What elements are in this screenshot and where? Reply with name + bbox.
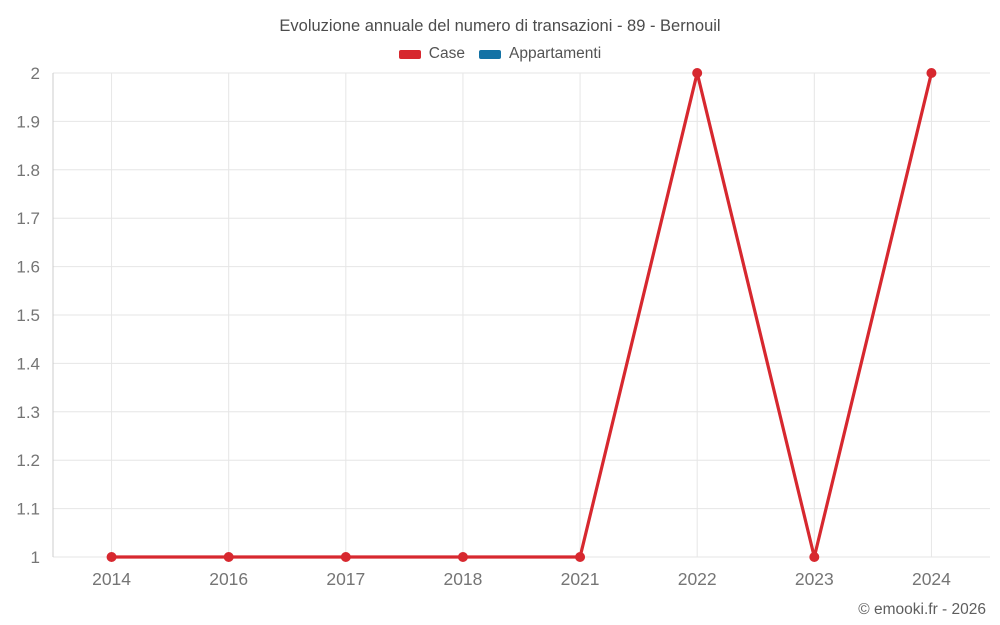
x-axis-tick-label: 2017 [326,569,365,589]
legend-item-appartamenti[interactable]: Appartamenti [478,45,602,63]
legend-swatch-icon [478,49,501,59]
y-axis-tick-label: 1.7 [16,209,40,228]
x-axis-tick-label: 2024 [912,569,951,589]
y-axis-tick-label: 1.4 [16,354,40,373]
data-point-case-2022[interactable] [692,68,703,78]
data-point-case-2021[interactable] [575,552,586,562]
y-axis-tick-label: 1 [31,548,40,567]
data-point-case-2024[interactable] [926,68,937,78]
data-point-case-2018[interactable] [457,552,468,562]
x-axis-tick-label: 2016 [209,569,248,589]
y-axis-tick-label: 2 [31,64,40,83]
y-axis-tick-label: 1.8 [16,161,40,180]
data-point-case-2016[interactable] [223,552,234,562]
data-point-case-2014[interactable] [106,552,117,562]
data-point-case-2017[interactable] [340,552,351,562]
y-axis-tick-label: 1.3 [16,403,40,422]
series-line-case [109,71,934,559]
x-axis-tick-label: 2021 [561,569,600,589]
x-axis-tick-label: 2023 [795,569,834,589]
x-axis-tick-label: 2014 [92,569,131,589]
y-axis-tick-label: 1.2 [16,451,40,470]
legend-item-case[interactable]: Case [398,45,465,63]
legend-item-label: Appartamenti [508,45,602,62]
legend: Case Appartamenti [0,45,1000,63]
y-axis-tick-label: 1.6 [16,258,40,277]
x-axis-tick-label: 2018 [443,569,482,589]
y-axis-tick-label: 1.5 [16,306,40,325]
watermark-credit: © emooki.fr - 2026 [858,601,986,618]
y-axis-tick-label: 1.1 [16,500,40,519]
y-axis-tick-label: 1.9 [16,112,40,131]
data-point-case-2023[interactable] [809,552,820,562]
legend-swatch-icon [398,49,421,59]
x-axis-tick-label: 2022 [678,569,717,589]
chart-title: Evoluzione annuale del numero di transaz… [279,17,721,35]
legend-item-label: Case [428,45,465,62]
